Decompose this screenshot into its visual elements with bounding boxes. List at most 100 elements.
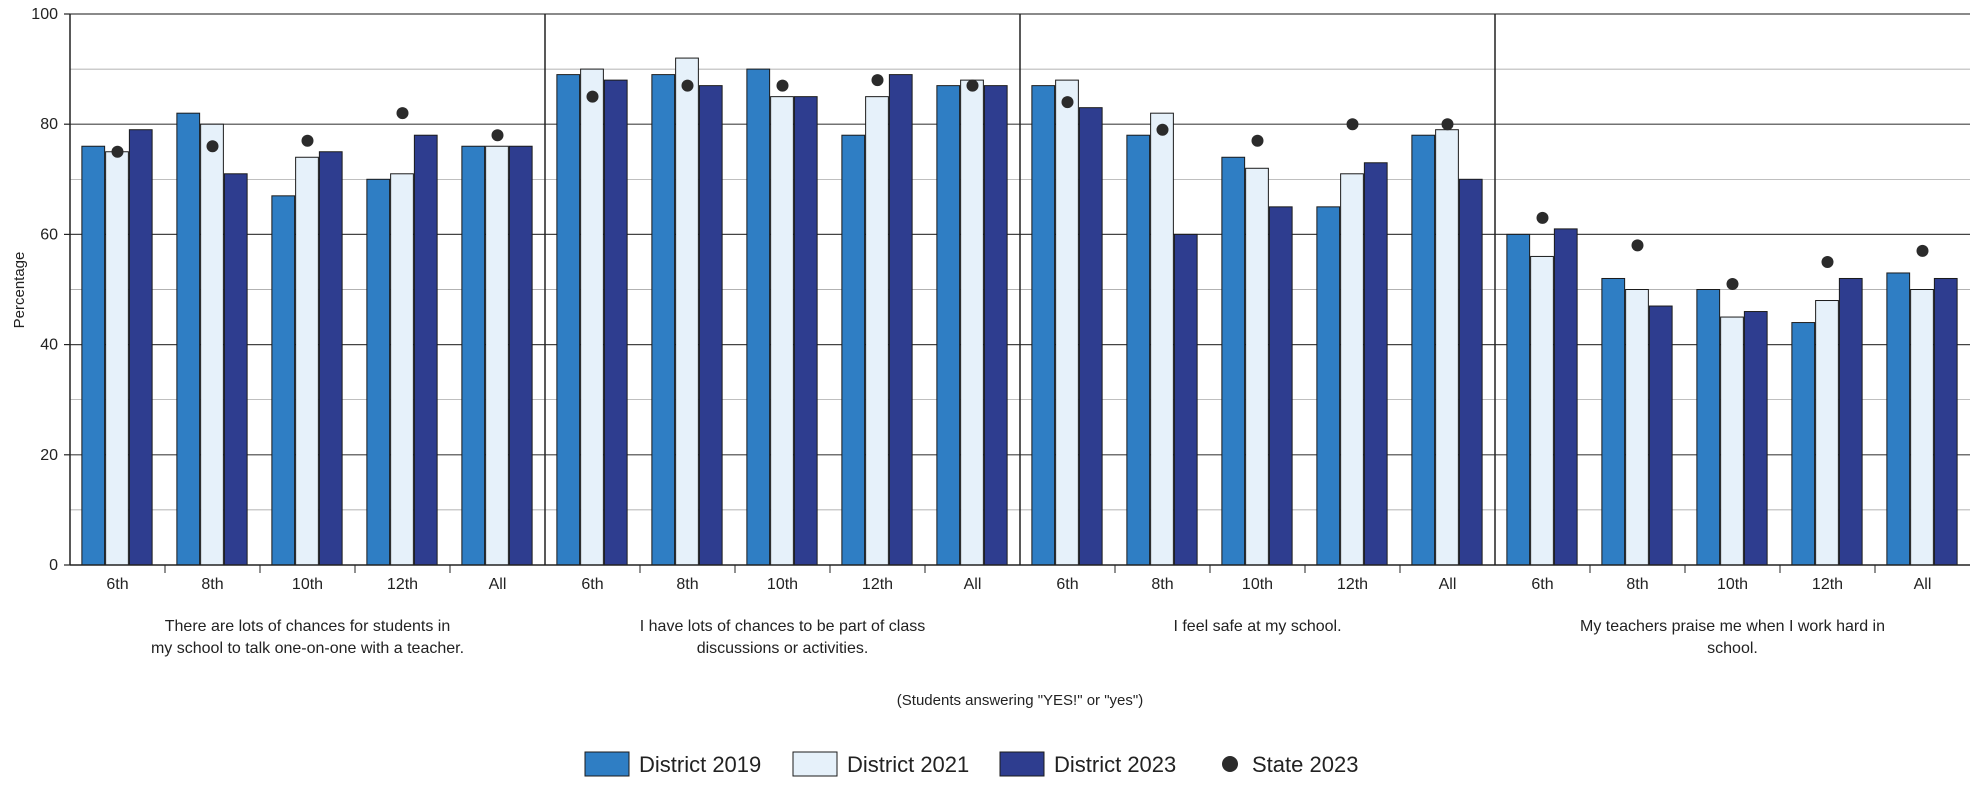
bar (271, 195, 296, 566)
bar (105, 151, 129, 566)
bar (1031, 85, 1056, 566)
state-marker (871, 74, 884, 87)
bar (1340, 173, 1364, 566)
bar (698, 85, 723, 566)
bar (841, 134, 866, 566)
legend-swatch (792, 751, 838, 777)
bar (770, 96, 794, 566)
y-axis-ticks: 0 20 40 60 80 100 (31, 6, 70, 574)
x-axis-category-labels: 6th 8th 10th 12th All 6th 8th 10th 12th All 6th 8th… (106, 565, 1931, 593)
legend: District 2019 District 2021 District 2023 S… (584, 751, 1358, 777)
state-marker (1156, 123, 1169, 136)
bar (1363, 162, 1388, 566)
bar (1648, 305, 1673, 566)
y-tick-label: 80 (40, 116, 58, 133)
legend-label: State 2023 (1252, 752, 1358, 777)
x-category-label: 8th (1151, 576, 1173, 593)
bar (746, 68, 771, 566)
x-category-label: 10th (767, 576, 798, 593)
bar (318, 151, 343, 566)
bar (461, 145, 486, 566)
bar (1530, 255, 1554, 566)
y-axis-title: Percentage (11, 252, 28, 329)
bar (295, 156, 319, 566)
bar (793, 96, 818, 566)
legend-label: District 2021 (847, 752, 969, 777)
question-label: My teachers praise me when I work hard i… (1580, 618, 1885, 635)
state-marker (1631, 239, 1644, 252)
question-label: I feel safe at my school. (1173, 618, 1341, 635)
bar (1933, 277, 1958, 566)
state-marker (1916, 244, 1929, 257)
bar (1743, 311, 1768, 566)
bar (1625, 289, 1649, 566)
bar (223, 173, 248, 566)
bar (865, 96, 889, 566)
legend-label: District 2023 (1054, 752, 1176, 777)
bar (603, 79, 628, 566)
question-label: my school to talk one-on-one with a teac… (151, 640, 464, 657)
state-marker (1726, 277, 1739, 290)
bar (1435, 129, 1459, 566)
y-tick-label: 60 (40, 226, 58, 243)
question-labels: There are lots of chances for students i… (151, 618, 1885, 657)
state-marker (1821, 255, 1834, 268)
bar (556, 74, 581, 566)
x-category-label: 6th (106, 576, 128, 593)
state-marker (1061, 96, 1074, 109)
bar (200, 123, 224, 566)
x-category-label: All (1439, 576, 1457, 593)
bar (1245, 167, 1269, 566)
x-category-label: 6th (581, 576, 603, 593)
bar (390, 173, 414, 566)
legend-marker (1222, 756, 1238, 772)
footnote: (Students answering "YES!" or "yes") (897, 692, 1143, 709)
x-category-label: 6th (1056, 576, 1078, 593)
x-category-label: 12th (1812, 576, 1843, 593)
state-marker (206, 140, 219, 153)
bar (1838, 277, 1863, 566)
state-marker (776, 79, 789, 92)
bar (888, 74, 913, 566)
bar (1078, 107, 1103, 566)
x-category-label: 12th (1337, 576, 1368, 593)
state-marker (1536, 211, 1549, 224)
state-marker (966, 79, 979, 92)
bar (1150, 112, 1174, 566)
bar (1411, 134, 1436, 566)
bar (1126, 134, 1151, 566)
question-label: I have lots of chances to be part of cla… (640, 618, 926, 635)
bar (1601, 277, 1626, 566)
x-category-label: All (489, 576, 507, 593)
state-marker (396, 107, 409, 120)
state-marker (681, 79, 694, 92)
bar (366, 178, 391, 566)
x-category-label: 8th (676, 576, 698, 593)
bar (1886, 272, 1911, 566)
bar (1791, 322, 1816, 566)
bar (1055, 79, 1079, 566)
bar (936, 85, 961, 566)
legend-swatch (584, 751, 630, 777)
bar (1173, 233, 1198, 566)
bar (176, 112, 201, 566)
state-marker (491, 129, 504, 142)
bar (1910, 289, 1934, 566)
state-marker (1346, 118, 1359, 131)
state-markers (111, 74, 1929, 290)
question-label: There are lots of chances for students i… (165, 618, 450, 635)
bar (1316, 206, 1341, 566)
bar (1268, 206, 1293, 566)
bar (1720, 316, 1744, 566)
bar (1458, 178, 1483, 566)
bar (1553, 228, 1578, 566)
bar (81, 145, 106, 566)
question-label: school. (1707, 640, 1758, 657)
x-category-label: 12th (862, 576, 893, 593)
legend-label: District 2019 (639, 752, 761, 777)
bar (675, 57, 699, 566)
bar (1815, 300, 1839, 566)
y-tick-label: 40 (40, 337, 58, 354)
legend-swatch (999, 751, 1045, 777)
